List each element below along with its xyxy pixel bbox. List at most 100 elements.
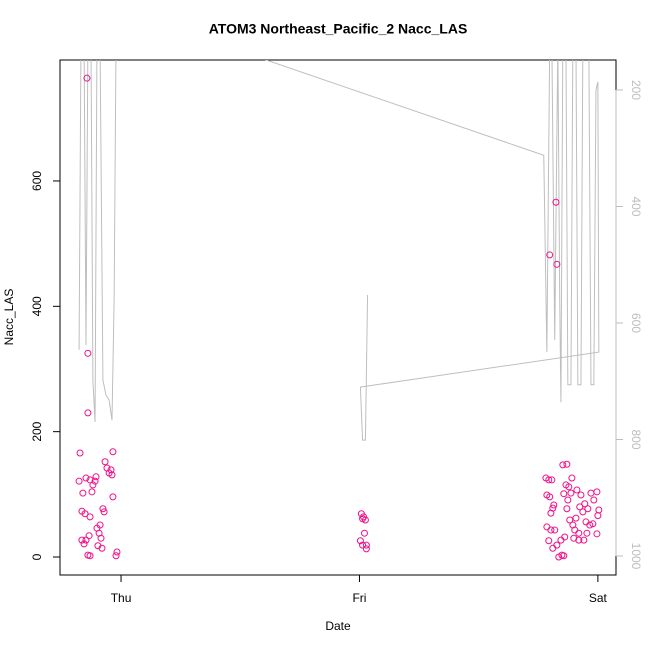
point <box>85 532 93 540</box>
y2-tick-label: 200 <box>629 80 643 100</box>
point <box>100 508 108 516</box>
point <box>547 509 555 517</box>
point <box>98 544 106 552</box>
point <box>81 510 89 518</box>
point <box>575 529 583 537</box>
point <box>552 198 560 206</box>
point <box>565 483 573 491</box>
point <box>548 476 556 484</box>
point <box>86 513 94 521</box>
point <box>595 506 603 514</box>
point <box>545 476 553 484</box>
point <box>79 489 87 497</box>
point <box>91 477 99 485</box>
point <box>557 536 565 544</box>
point <box>560 552 568 560</box>
point <box>96 521 104 529</box>
point <box>113 548 121 556</box>
point <box>546 251 554 259</box>
y2-line <box>78 60 600 441</box>
point <box>83 74 91 82</box>
x-tick-label: Sat <box>589 591 608 605</box>
point <box>97 534 105 542</box>
y-tick-label: 600 <box>30 171 44 191</box>
point <box>581 500 589 508</box>
point <box>551 526 559 534</box>
point <box>568 474 576 482</box>
point <box>566 516 574 524</box>
x-tick-label: Fri <box>352 591 366 605</box>
point <box>84 349 92 357</box>
point <box>576 503 584 511</box>
y2-tick-label: 1000 <box>629 543 643 570</box>
chart-title: ATOM3 Northeast_Pacific_2 Nacc_LAS <box>209 21 468 37</box>
point <box>89 481 97 489</box>
point <box>589 520 597 528</box>
point <box>356 537 364 545</box>
point <box>547 526 555 534</box>
point <box>561 533 569 541</box>
point <box>563 460 571 468</box>
point <box>553 260 561 268</box>
point <box>546 493 554 501</box>
x-axis-label: Date <box>325 619 351 633</box>
x-tick-label: Thu <box>111 591 132 605</box>
point <box>360 529 368 537</box>
y-tick-label: 400 <box>30 296 44 316</box>
point <box>82 536 90 544</box>
point <box>573 486 581 494</box>
y-tick-label: 200 <box>30 421 44 441</box>
point <box>559 461 567 469</box>
point <box>572 514 580 522</box>
point <box>75 477 83 485</box>
point <box>577 491 585 499</box>
point <box>543 523 551 531</box>
point <box>86 552 94 560</box>
point <box>362 541 370 549</box>
point <box>563 505 571 513</box>
point <box>80 540 88 548</box>
y2-tick-label: 600 <box>629 313 643 333</box>
point <box>76 449 84 457</box>
point <box>112 552 120 560</box>
point <box>84 409 92 417</box>
point <box>553 541 561 549</box>
point <box>575 536 583 544</box>
point <box>550 501 558 509</box>
point <box>107 466 115 474</box>
y2-tick-label: 400 <box>629 196 643 216</box>
point <box>590 496 598 504</box>
point <box>362 545 370 553</box>
point <box>108 471 116 479</box>
point <box>586 521 594 529</box>
y-tick-label: 0 <box>30 553 44 560</box>
y-axis-label: Nacc_LAS <box>2 289 16 346</box>
point <box>359 515 367 523</box>
point <box>587 489 595 497</box>
point <box>564 496 572 504</box>
point <box>101 458 109 466</box>
plot-area <box>75 60 603 561</box>
point <box>582 518 590 526</box>
point <box>567 489 575 497</box>
point <box>560 490 568 498</box>
point <box>78 536 86 544</box>
point <box>88 488 96 496</box>
point <box>359 541 367 549</box>
point <box>545 537 553 545</box>
point <box>583 529 591 537</box>
point <box>109 493 117 501</box>
point <box>82 474 90 482</box>
point <box>549 544 557 552</box>
y2-tick-label: 800 <box>629 429 643 449</box>
plot-box <box>59 59 617 576</box>
point <box>580 536 588 544</box>
point <box>594 512 602 520</box>
point <box>109 448 117 456</box>
point <box>99 505 107 513</box>
point <box>593 530 601 538</box>
point <box>92 473 100 481</box>
point <box>579 508 587 516</box>
point <box>584 505 592 513</box>
